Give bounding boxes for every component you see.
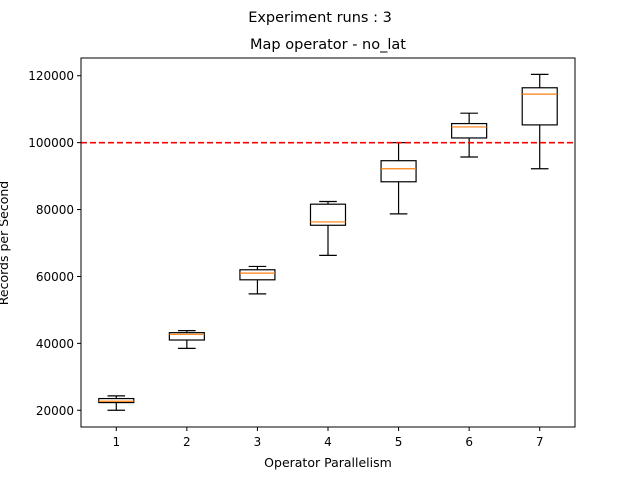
box-4 [309, 200, 347, 256]
x-tick-label: 4 [324, 435, 332, 449]
y-tick-label: 20000 [36, 404, 74, 418]
y-tick-label: 60000 [36, 270, 74, 284]
box-3 [239, 265, 276, 295]
box-iqr [451, 122, 488, 139]
plot-area: 20000 40000 60000 80000 100000 120000 1 2 3 4 5 6 7 [28, 57, 576, 449]
box-7 [521, 73, 558, 170]
box-iqr [521, 87, 558, 126]
box-1 [98, 395, 135, 411]
x-tick-label: 3 [254, 435, 262, 449]
box-iqr [309, 203, 347, 226]
box-5 [380, 142, 417, 215]
x-tick-label: 7 [536, 435, 544, 449]
x-tick-label: 6 [465, 435, 473, 449]
y-tick-label: 120000 [28, 69, 74, 83]
y-axis-label: Records per Second [0, 181, 11, 305]
box-iqr [98, 397, 135, 404]
chart-suptitle: Experiment runs : 3 [248, 10, 392, 26]
box-iqr [380, 160, 417, 183]
box-6 [451, 112, 488, 158]
x-tick-label: 2 [183, 435, 191, 449]
x-axis-label: Operator Parallelism [264, 455, 392, 470]
box-2 [168, 330, 205, 349]
box-iqr [239, 269, 276, 281]
chart-title: Map operator - no_lat [250, 37, 406, 53]
y-tick-label: 80000 [36, 203, 74, 217]
x-tick-label: 1 [112, 435, 120, 449]
box-iqr [168, 332, 205, 341]
y-tick-label: 40000 [36, 337, 74, 351]
y-tick-label: 100000 [28, 136, 74, 150]
x-tick-label: 5 [395, 435, 403, 449]
